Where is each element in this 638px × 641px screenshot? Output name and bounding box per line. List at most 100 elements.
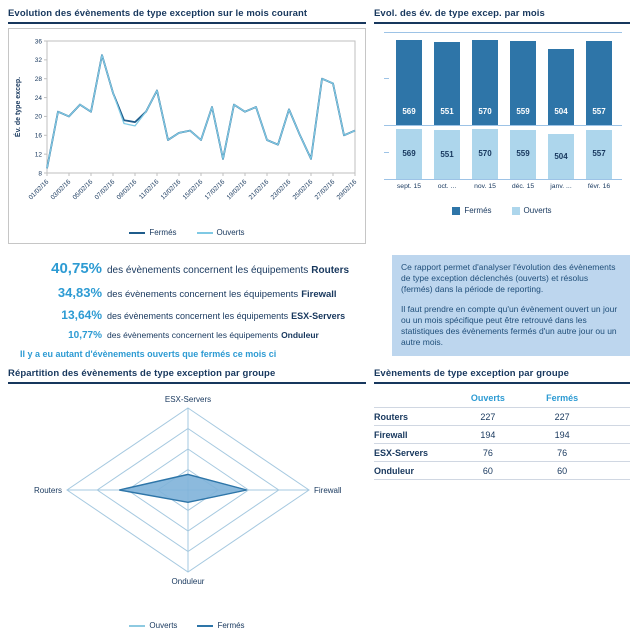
bar-chart-title: Evol. des év. de type excep. par mois [374, 6, 630, 24]
bar-category-label: nov. 15 [474, 183, 496, 190]
bar-value-label: 551 [440, 149, 454, 159]
cell-spacer [599, 407, 630, 426]
stat-target: ESX-Servers [291, 311, 346, 321]
bar-fermes: 504 [548, 49, 574, 125]
radar-series-fermés [119, 473, 247, 504]
x-tick-label: 03/02/16 [50, 178, 73, 201]
bar-value-label: 559 [516, 106, 530, 116]
axis-tick [384, 125, 389, 126]
radar-series-ouverts [119, 473, 247, 503]
x-tick-label: 17/02/16 [204, 178, 227, 201]
bar-category-label: janv. ... [550, 183, 572, 190]
line-chart-panel: Evolution des évènements de type excepti… [8, 6, 366, 244]
cell-ouverts: 194 [450, 425, 526, 444]
legend-swatch [196, 231, 213, 234]
legend-label: Fermés [464, 206, 492, 215]
plot-border [46, 40, 356, 174]
bar-chart-categories: sept. 15 oct. ... nov. 15 déc. 15 janv. ... f… [390, 183, 622, 194]
stat-percent: 34,83% [57, 285, 102, 300]
stat-percent: 13,64% [61, 308, 102, 322]
bar-value-label: 570 [478, 107, 492, 116]
radar-chart-svg: ESX-Servers Firewall Onduleur Routers [34, 395, 342, 586]
stat-line-esx-servers: 13,64% des évènements concernent les équ… [16, 308, 372, 322]
bar-ouverts: 557 [586, 129, 612, 179]
legend-swatch [129, 624, 146, 627]
stat-text: des évènements concernent les équipement… [107, 289, 337, 300]
table-header-fermes: Fermés [546, 393, 579, 403]
cell-fermes: 194 [525, 425, 600, 444]
table-header-row: Ouverts Fermés [374, 390, 630, 408]
x-tick-label: 27/02/16 [314, 178, 337, 201]
bar-ouverts: 570 [472, 128, 498, 179]
radar-chart-panel: Répartition des évènements de type excep… [8, 366, 366, 630]
info-box: Ce rapport permet d'analyser l'évolution… [392, 255, 630, 357]
row-label: Onduleur [374, 461, 451, 480]
radar-axis-label: Firewall [314, 486, 342, 495]
bar-value-label: 559 [516, 149, 530, 159]
legend-item-ouverts: Ouverts [129, 621, 177, 630]
y-tick-label: 20 [35, 114, 43, 121]
info-paragraph-1: Ce rapport permet d'analyser l'évolution… [401, 262, 616, 295]
x-tick-label: 21/02/16 [248, 178, 271, 201]
info-paragraph-2: Il faut prendre en compte qu'un évènemen… [401, 304, 618, 348]
bar-category-label: oct. ... [437, 183, 457, 190]
legend-item-ouverts: Ouverts [511, 206, 552, 215]
bar-fermes: 569 [396, 39, 422, 125]
table-row: Firewall 194 194 [374, 425, 630, 444]
cell-spacer [599, 461, 630, 480]
stat-target: Firewall [301, 289, 337, 300]
series-line-1 [46, 54, 356, 169]
table-header-spacer [599, 390, 630, 408]
line-chart-box: 8 12 16 20 24 28 32 36 01/02/16 03/02/16 05/02/16 0… [8, 28, 366, 244]
stat-text-body: des évènements concernent les équipement… [107, 311, 289, 321]
cell-spacer [599, 425, 630, 444]
bar-value-label: 569 [402, 148, 416, 158]
legend-swatch [452, 206, 461, 215]
bar-fermes: 570 [472, 39, 498, 125]
x-tick-label: 11/02/16 [138, 178, 161, 201]
cell-ouverts: 60 [450, 461, 526, 480]
grid-line [388, 179, 622, 180]
bar-category-label: févr. 16 [587, 183, 611, 190]
table-row: ESX-Servers 76 76 [374, 443, 630, 462]
stat-text-body: des évènements concernent les équipement… [107, 330, 279, 340]
events-table-title: Evènements de type exception par groupe [374, 366, 630, 384]
cell-fermes: 76 [525, 443, 600, 462]
grid-line [388, 125, 622, 126]
y-tick-label: 36 [35, 38, 43, 45]
legend-swatch [197, 624, 214, 627]
cell-fermes: 60 [525, 461, 600, 480]
legend-item-fermés: Fermés [129, 228, 177, 237]
table-header-group [374, 390, 451, 408]
legend-label: Fermés [217, 621, 245, 630]
stat-percent: 40,75% [51, 260, 102, 277]
bar-fermes: 551 [434, 42, 460, 125]
legend-label: Fermés [149, 228, 177, 237]
axis-tick [384, 152, 389, 153]
legend-swatch [129, 231, 146, 234]
y-tick-label: 24 [35, 95, 43, 102]
stat-percent: 10,77% [68, 330, 102, 341]
stat-text-body: des évènements concernent les équipement… [107, 289, 299, 300]
x-tick-label: 29/02/16 [336, 178, 359, 201]
y-tick-label: 32 [35, 57, 43, 64]
events-table: Ouverts Fermés Routers 227 227 Firewall 194 1… [374, 390, 630, 480]
y-axis-label: Év. de type excep. [13, 77, 22, 137]
legend-label: Ouverts [523, 206, 552, 215]
stat-text: des évènements concernent les équipement… [107, 311, 345, 321]
stats-block: 40,75% des évènements concernent les équ… [16, 260, 372, 359]
row-label: Firewall [374, 425, 451, 444]
table-row: Onduleur 60 60 [374, 461, 630, 480]
x-tick-label: 25/02/16 [292, 178, 315, 201]
bar-chart-panel: Evol. des év. de type excep. par mois 56… [374, 6, 630, 215]
bar-fermes: 559 [510, 41, 536, 125]
x-tick-label: 13/02/16 [160, 178, 183, 201]
legend-label: Ouverts [149, 621, 178, 630]
cell-ouverts: 76 [450, 443, 526, 462]
stat-text: des évènements concernent les équipement… [107, 330, 319, 340]
x-tick-label: 07/02/16 [94, 178, 117, 201]
radar-axis-label: Onduleur [172, 577, 205, 586]
y-tick-label: 8 [38, 170, 42, 177]
